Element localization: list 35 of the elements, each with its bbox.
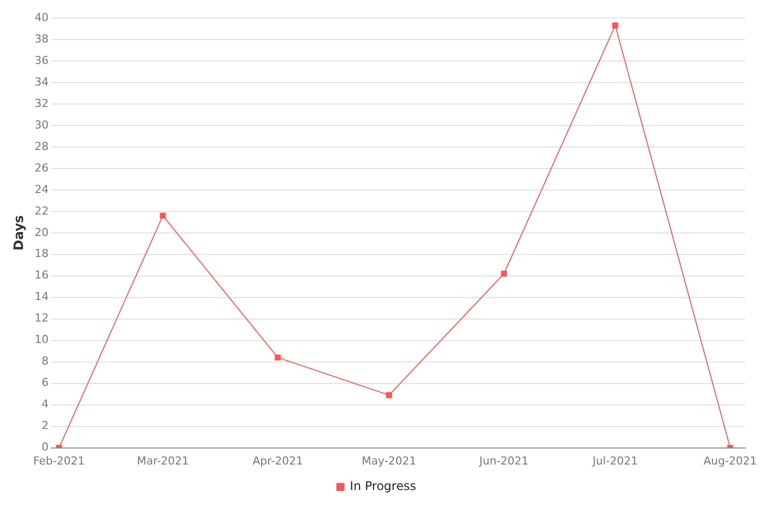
y-tick-label: 30 bbox=[34, 118, 49, 132]
y-tick-label: 6 bbox=[42, 376, 49, 390]
y-axis-title: Days bbox=[12, 214, 28, 251]
y-tick-label: 36 bbox=[34, 54, 49, 67]
point bbox=[612, 22, 618, 28]
y-tick-label: 8 bbox=[42, 354, 49, 368]
point bbox=[160, 212, 166, 219]
point bbox=[386, 392, 392, 398]
y-tick-label: 40 bbox=[34, 10, 49, 24]
legend-label: In Progress bbox=[350, 479, 416, 494]
y-tick-label: 14 bbox=[34, 290, 49, 304]
y-tick-label: 2 bbox=[42, 419, 49, 432]
y-tick-label: 32 bbox=[34, 96, 49, 110]
point bbox=[501, 270, 507, 277]
y-tick-label: 38 bbox=[34, 32, 49, 46]
y-tick-label: 16 bbox=[34, 268, 49, 282]
x-tick-label: Aug-2021 bbox=[703, 454, 757, 468]
x-tick-label: Jul-2021 bbox=[592, 454, 638, 468]
x-tick-label: Feb-2021 bbox=[33, 454, 85, 468]
y-tick-label: 0 bbox=[42, 440, 49, 454]
x-tick-label: Jun-2021 bbox=[478, 454, 529, 468]
x-tick-label: Apr-2021 bbox=[252, 454, 303, 468]
y-tick-label: 20 bbox=[34, 226, 49, 239]
y-tick-label: 10 bbox=[34, 333, 49, 346]
y-tick-label: 34 bbox=[34, 75, 49, 88]
y-tick-label: 4 bbox=[42, 398, 49, 411]
y-tick-label: 26 bbox=[34, 161, 49, 174]
y-tick-label: 28 bbox=[34, 140, 49, 153]
y-tick-label: 12 bbox=[34, 312, 49, 325]
x-tick-label: Mar-2021 bbox=[136, 454, 189, 468]
y-tick-label: 24 bbox=[34, 182, 49, 196]
y-tick-label: 22 bbox=[34, 204, 49, 218]
point bbox=[274, 354, 281, 361]
y-tick-label: 18 bbox=[34, 247, 49, 260]
x-tick-label: May-2021 bbox=[362, 454, 416, 468]
